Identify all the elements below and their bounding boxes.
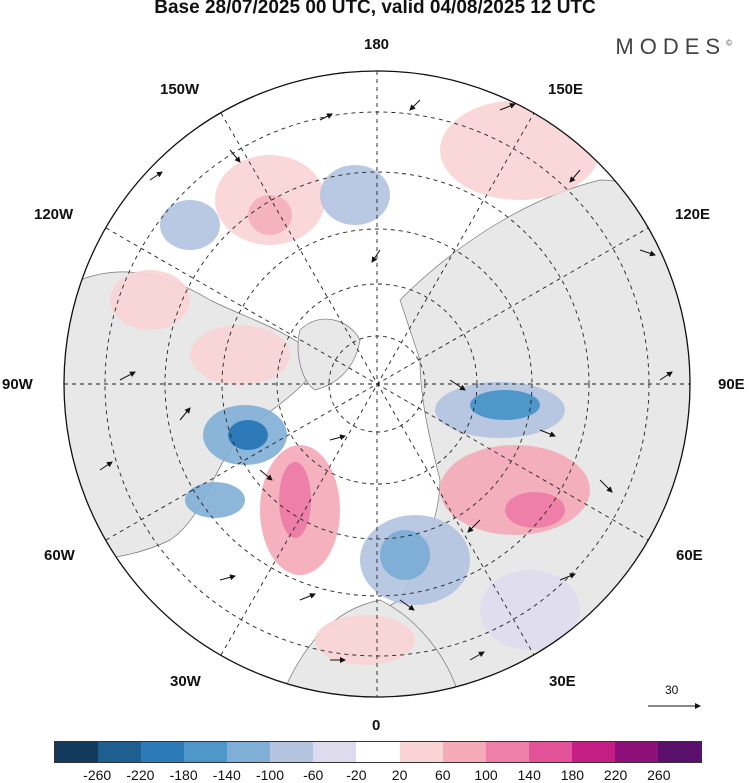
anomaly-positive-hudson bbox=[190, 325, 290, 385]
modes-logo: MODES© bbox=[615, 34, 732, 60]
colorbar-tick-label: 260 bbox=[647, 767, 671, 783]
vector bbox=[409, 99, 421, 111]
colorbar-segment bbox=[485, 742, 529, 762]
colorbar-segment bbox=[313, 742, 357, 762]
map-title: Base 28/07/2025 00 UTC, valid 04/08/2025… bbox=[154, 0, 596, 18]
colorbar-segment bbox=[657, 742, 701, 762]
vector bbox=[499, 103, 516, 111]
vector bbox=[399, 599, 415, 611]
vector bbox=[449, 379, 466, 391]
colorbar-segment bbox=[55, 742, 99, 762]
anomaly-positive-russia-core bbox=[505, 492, 565, 528]
colorbar-tick-label: -100 bbox=[255, 767, 285, 783]
vector bbox=[659, 371, 673, 381]
land-greenland bbox=[297, 318, 361, 391]
map-boundary bbox=[63, 70, 691, 698]
anomaly-negative-arabia bbox=[480, 570, 580, 650]
colorbar-tick-label: 100 bbox=[474, 767, 498, 783]
wind-vectors bbox=[99, 99, 673, 663]
latitude-circle-70 bbox=[276, 283, 478, 485]
anomaly-negative-labrador-core bbox=[228, 420, 268, 450]
vector bbox=[179, 407, 191, 421]
vector bbox=[559, 573, 576, 581]
anomaly-positive-pacific-2 bbox=[248, 195, 292, 235]
colorbar-segment bbox=[270, 742, 314, 762]
vector bbox=[259, 469, 273, 481]
colorbar-tick-label: 180 bbox=[560, 767, 585, 783]
anomaly-positive-mediterranean bbox=[315, 615, 415, 665]
anomaly-negative-barents-core bbox=[470, 390, 540, 420]
label-150e: 150E bbox=[548, 81, 584, 98]
label-0: 0 bbox=[372, 717, 381, 734]
colorbar-tick-label: -220 bbox=[126, 767, 155, 783]
label-150w: 150W bbox=[160, 81, 200, 98]
anomaly-positive-siberia bbox=[440, 100, 600, 200]
anomaly-negative-alaska bbox=[160, 200, 220, 250]
anomaly-positive-atlantic-core bbox=[279, 462, 311, 538]
colorbar-segment bbox=[571, 742, 615, 762]
colorbar-tick-label: 60 bbox=[435, 767, 451, 783]
anomaly-negative-scandinavia-core bbox=[380, 530, 430, 580]
colorbar-segment bbox=[227, 742, 271, 762]
colorbar-tick-label: -60 bbox=[303, 767, 324, 783]
label-90w: 90W bbox=[2, 376, 33, 393]
colorbar-segment bbox=[141, 742, 185, 762]
colorbar-segment bbox=[399, 742, 443, 762]
vector bbox=[229, 149, 241, 163]
colorbar-segment bbox=[356, 742, 400, 762]
colorbar-tick-label: -20 bbox=[346, 767, 367, 783]
anomaly-field bbox=[110, 100, 600, 665]
colorbar-tick-label: 220 bbox=[603, 767, 628, 783]
anomaly-positive-canada bbox=[110, 270, 190, 330]
vector bbox=[149, 171, 163, 181]
colorbar-tick-label: 20 bbox=[391, 767, 408, 783]
anomaly-negative-pacific bbox=[320, 165, 390, 225]
label-120e: 120E bbox=[675, 206, 711, 223]
label-60w: 60W bbox=[44, 547, 75, 564]
colorbar-tick-label: -180 bbox=[169, 767, 198, 783]
logo-text: MODES bbox=[615, 34, 727, 59]
latitude-circle-50 bbox=[164, 171, 590, 597]
vector bbox=[329, 434, 346, 441]
colorbar-segment bbox=[98, 742, 142, 762]
label-180: 180 bbox=[364, 36, 390, 53]
vector bbox=[371, 249, 381, 263]
meridian-150 bbox=[220, 112, 535, 656]
vector bbox=[569, 169, 581, 183]
vector bbox=[299, 593, 316, 601]
vector bbox=[599, 479, 613, 493]
colorbar-tick-label: 140 bbox=[517, 767, 541, 783]
vector bbox=[319, 113, 333, 121]
label-60e: 60E bbox=[676, 547, 703, 564]
vector-scale-value: 30 bbox=[665, 683, 679, 697]
logo-mark: © bbox=[726, 38, 732, 48]
graticule bbox=[64, 71, 690, 697]
label-90e: 90E bbox=[718, 376, 745, 393]
vector bbox=[467, 519, 481, 533]
colorbar-segment bbox=[614, 742, 658, 762]
vector bbox=[539, 429, 556, 437]
vector bbox=[219, 574, 236, 581]
vector bbox=[99, 461, 113, 471]
label-30e: 30E bbox=[549, 673, 576, 690]
colorbar-tick-label: -140 bbox=[212, 767, 241, 783]
vector bbox=[639, 249, 656, 257]
colorbar-segment bbox=[442, 742, 486, 762]
label-30w: 30W bbox=[170, 673, 201, 690]
vector bbox=[119, 371, 136, 381]
colorbar bbox=[54, 741, 702, 763]
anomaly-negative-atlantic bbox=[185, 482, 245, 518]
colorbar-tick-label: -260 bbox=[83, 767, 112, 783]
label-120w: 120W bbox=[34, 206, 74, 223]
colorbar-segment bbox=[528, 742, 572, 762]
colorbar-segment bbox=[184, 742, 228, 762]
vector bbox=[469, 651, 485, 661]
